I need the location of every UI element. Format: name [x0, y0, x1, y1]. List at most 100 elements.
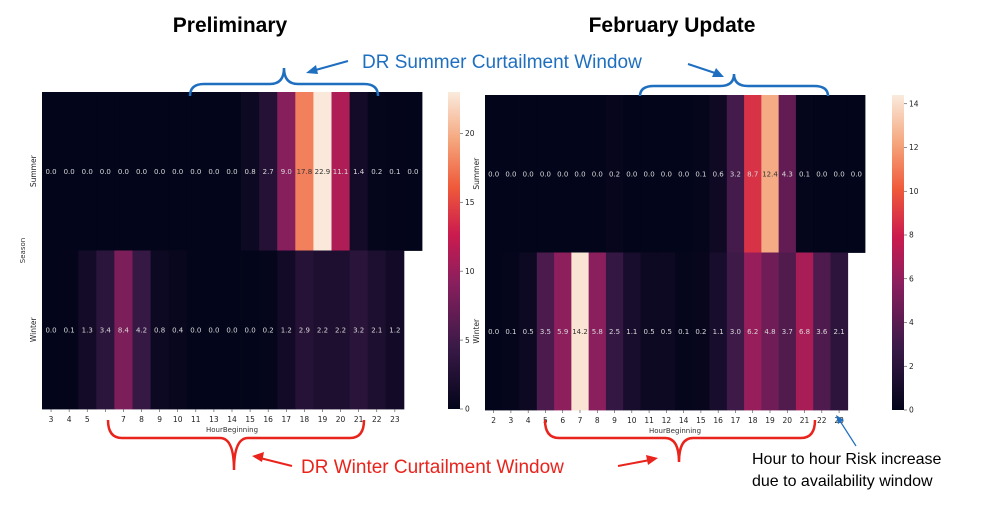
cell-value-label: 17.8: [297, 168, 313, 176]
winter-window-label: DR Winter Curtailment Window: [301, 457, 564, 478]
heatmap-cell: [42, 250, 61, 410]
y-tick-label: Winter: [29, 316, 38, 342]
cell-value-label: 2.7: [263, 168, 274, 176]
cell-value-label: 1.2: [281, 326, 292, 334]
winter-arrowhead-right: [646, 455, 658, 465]
heatmap-cell: [295, 250, 314, 410]
cell-value-label: 0.1: [678, 328, 689, 336]
heatmap-cell: [385, 92, 405, 251]
cell-value-label: 3.0: [730, 328, 741, 336]
x-tick-label: 11: [644, 416, 654, 425]
cell-value-label: 0.1: [695, 170, 706, 178]
x-tick-label: 8: [139, 415, 144, 424]
x-tick-label: 22: [817, 416, 827, 425]
cell-value-label: 0.5: [523, 328, 534, 336]
x-axis-label: HourBeginning: [206, 426, 258, 434]
heatmap-cell: [485, 95, 503, 253]
colorbar-tick-label: 0: [909, 406, 914, 415]
cell-value-label: 0.1: [64, 326, 75, 334]
x-tick-label: 12: [662, 416, 672, 425]
cell-value-label: 0.0: [64, 168, 75, 176]
cell-value-label: 0.0: [172, 168, 183, 176]
cell-value-label: 0.0: [45, 168, 56, 176]
cell-value-label: 2.1: [371, 326, 382, 334]
cell-value-label: 0.0: [136, 168, 147, 176]
cell-value-label: 0.0: [488, 328, 499, 336]
cell-value-label: 0.8: [154, 326, 165, 334]
cell-value-label: 0.0: [851, 170, 862, 178]
summer-arrowhead-right: [712, 68, 724, 77]
summer-window-annotation: DR Summer Curtailment Window: [188, 52, 830, 97]
heatmap-cell: [313, 92, 332, 251]
winter-arrow-left: [259, 457, 293, 467]
summer-arrow-left: [311, 60, 349, 72]
summer-bracket-right: [638, 73, 830, 97]
colorbar-tick-label: 5: [465, 336, 470, 345]
risk-note-line2: due to availability window: [752, 473, 933, 490]
y-tick-label: Summer: [29, 154, 38, 187]
cell-value-label: 2.2: [317, 326, 328, 334]
cell-value-label: 6.2: [747, 328, 758, 336]
cell-value-label: 2.9: [299, 326, 310, 334]
cell-value-label: 12.4: [762, 170, 778, 178]
heatmap-cell: [640, 252, 659, 411]
cell-value-label: 0.0: [540, 170, 551, 178]
x-tick-label: 5: [85, 415, 90, 424]
heatmap-cell: [150, 250, 170, 410]
cell-value-label: 0.2: [609, 170, 620, 178]
cell-value-label: 2.2: [335, 326, 346, 334]
heatmap-cell: [536, 95, 555, 253]
cell-value-label: 0.0: [82, 168, 93, 176]
heatmap-cell: [168, 92, 188, 251]
heatmap-cell: [168, 250, 188, 410]
heatmap-cell: [367, 250, 387, 410]
heatmap-cell: [675, 95, 693, 253]
heatmap-cell: [186, 250, 206, 410]
heatmap-cell: [830, 252, 849, 411]
winter-bracket-left: [106, 419, 366, 471]
cell-value-label: 8.7: [747, 170, 758, 178]
heatmap-cell: [813, 252, 831, 411]
cell-value-label: 2.1: [834, 328, 845, 336]
cell-value-label: 0.0: [644, 170, 655, 178]
x-tick-label: 17: [282, 415, 292, 424]
heatmap-cell: [795, 95, 814, 253]
x-tick-label: 14: [679, 416, 689, 425]
cell-value-label: 0.0: [245, 326, 256, 334]
heatmap-cell: [259, 92, 278, 251]
risk-note-line1: Hour to hour Risk increase: [752, 451, 942, 468]
colorbar-tick-label: 8: [909, 231, 914, 240]
cell-value-label: 22.9: [315, 168, 331, 176]
heatmap-cell: [588, 95, 607, 253]
heatmap-cell: [78, 92, 97, 251]
winter-arrow-right: [617, 459, 651, 467]
heatmap-cell: [813, 95, 831, 253]
x-tick-label: 11: [191, 415, 201, 424]
cell-value-label: 0.1: [799, 170, 810, 178]
cell-value-label: 4.3: [782, 170, 793, 178]
cell-value-label: 0.0: [208, 168, 219, 176]
x-tick-label: 14: [227, 415, 237, 424]
heatmap-cell: [795, 252, 814, 411]
y-axis-label: Season: [19, 238, 27, 263]
risk-note-arrow: [839, 420, 857, 447]
heatmap-cell: [78, 250, 97, 410]
cell-value-label: 3.2: [353, 326, 364, 334]
heatmap-cell: [778, 252, 797, 411]
x-tick-label: 20: [336, 415, 346, 424]
cell-value-label: 14.2: [572, 328, 588, 336]
x-tick-label: 21: [800, 416, 810, 425]
cell-value-label: 0.0: [816, 170, 827, 178]
cell-value-label: 0.0: [505, 170, 516, 178]
risk-note: Hour to hour Risk increase due to availa…: [752, 415, 942, 490]
heatmap-cell: [385, 250, 405, 410]
colorbar-tick-label: 4: [909, 318, 914, 327]
heatmap-cell: [554, 95, 572, 253]
heatmap-cell: [761, 95, 780, 253]
heatmap-cell: [349, 92, 369, 251]
heatmap-cell: [605, 252, 624, 411]
risk-note-arrowhead: [836, 415, 844, 424]
x-tick-label: 17: [731, 416, 741, 425]
heatmap-cell: [571, 252, 590, 411]
